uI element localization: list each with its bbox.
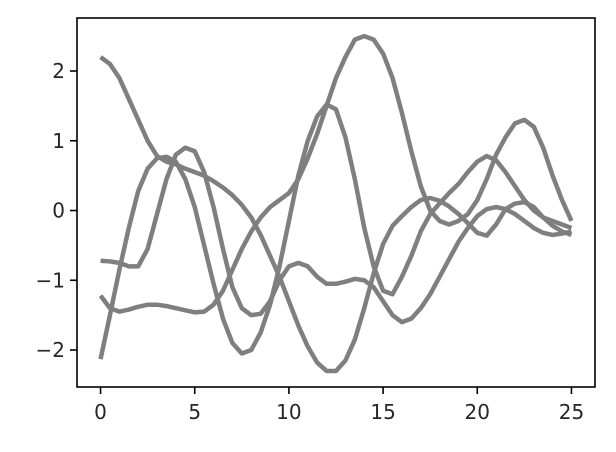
- y-tick-label: 0: [52, 199, 65, 223]
- x-axis-ticks: 0 5 10 15 20 25: [94, 387, 584, 424]
- y-tick-label: 2: [52, 59, 65, 83]
- y-tick-label: 1: [52, 129, 65, 153]
- plot-frame: [76, 17, 596, 388]
- x-tick-label: 25: [559, 400, 584, 424]
- x-tick-label: 15: [370, 400, 395, 424]
- axes-frame: [76, 17, 596, 388]
- y-axis-ticks: −2 −1 0 1 2: [36, 59, 77, 362]
- y-tick-label: −2: [36, 338, 65, 362]
- y-tick-label: −1: [36, 268, 65, 292]
- x-tick-label: 20: [465, 400, 490, 424]
- series-line-1: [99, 55, 573, 374]
- x-tick-label: 10: [276, 400, 301, 424]
- series-lines: [98, 33, 574, 374]
- x-tick-label: 5: [188, 400, 201, 424]
- x-tick-label: 0: [94, 400, 107, 424]
- series-line-4: [98, 33, 574, 315]
- series-line-3: [100, 145, 572, 325]
